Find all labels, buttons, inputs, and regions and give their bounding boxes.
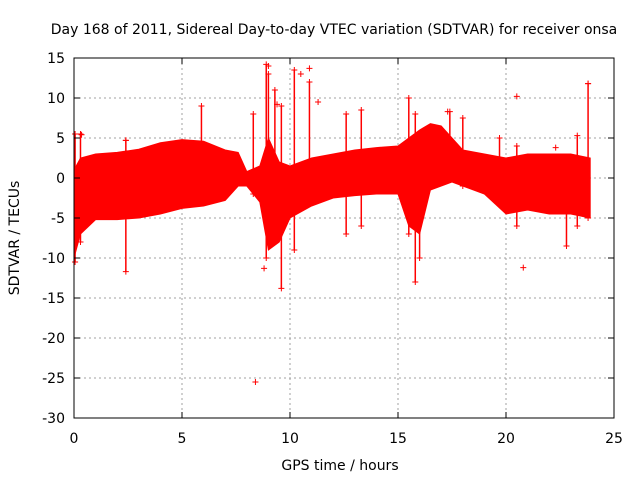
y-tick-label: -20	[42, 331, 65, 347]
grid-lines	[74, 58, 614, 418]
y-tick-label: -30	[42, 411, 65, 427]
spike-marker-low	[496, 199, 503, 205]
spike-marker-high	[496, 135, 503, 141]
y-tick-label: 15	[47, 51, 65, 67]
y-tick-label: 0	[56, 171, 65, 187]
spike-marker-high	[278, 103, 285, 109]
spike-marker-high	[72, 131, 79, 137]
spike-marker-low	[446, 175, 453, 181]
outlier-point	[306, 65, 313, 72]
outlier-point	[520, 264, 527, 271]
x-tick-label: 0	[70, 431, 79, 447]
spike-marker-high	[358, 107, 365, 113]
spike-marker-low	[265, 223, 272, 229]
outlier-point	[261, 265, 268, 272]
chart-title: Day 168 of 2011, Sidereal Day-to-day VTE…	[51, 22, 618, 38]
spike-marker-low	[263, 255, 270, 261]
outlier-point	[444, 108, 451, 115]
spike-marker-high	[412, 111, 419, 117]
x-tick-label: 10	[281, 431, 299, 447]
outlier-point	[297, 71, 304, 77]
spike-marker-high	[250, 111, 257, 117]
spike-marker-high	[343, 111, 350, 117]
spike-marker-low	[271, 215, 278, 221]
axis-ticks: 0 5 10 15 20 25 15 10 5 0 -5 -10 -15 -20 -25 -30	[42, 51, 623, 447]
spike-marker-low	[278, 285, 285, 292]
y-tick-label: -15	[42, 291, 65, 307]
spike-marker-low	[416, 255, 423, 261]
y-tick-label: 10	[47, 91, 65, 107]
y-tick-label: 5	[56, 131, 65, 147]
y-tick-label: -25	[42, 371, 65, 387]
x-tick-label: 5	[178, 431, 187, 447]
spike-marker-high	[416, 139, 423, 145]
outlier-point	[315, 99, 322, 105]
spike-marker-high	[405, 95, 412, 101]
outlier-point	[513, 93, 520, 100]
spike-marker-high	[291, 67, 298, 73]
spike-marker-low	[250, 191, 257, 197]
spike-marker-high	[198, 103, 205, 109]
outlier-point	[265, 63, 272, 69]
spike-marker-high	[271, 87, 278, 93]
spike-marker-low	[459, 183, 466, 189]
outlier-point	[552, 144, 559, 151]
data-layer	[72, 61, 592, 385]
spike-marker-low	[405, 231, 412, 237]
outlier-point	[252, 379, 259, 385]
spike-marker-low	[122, 268, 129, 275]
spike-marker-high	[574, 132, 581, 139]
y-tick-label: -5	[51, 211, 65, 227]
spike-marker-low	[513, 223, 520, 229]
x-axis-title: GPS time / hours	[281, 458, 398, 474]
spike-marker-high	[306, 79, 313, 85]
spike-marker-low	[72, 259, 79, 265]
spike-marker-low	[574, 223, 581, 229]
spike-marker-high	[513, 143, 520, 149]
spike-marker-low	[77, 239, 84, 245]
spike-marker-high	[563, 159, 570, 165]
outlier-point	[585, 80, 592, 87]
spike-marker-high	[459, 115, 466, 121]
x-tick-label: 20	[497, 431, 515, 447]
outlier-point	[122, 137, 129, 144]
spike-marker-low	[291, 247, 298, 253]
plot-frame	[73, 57, 615, 419]
spike-marker-low	[306, 199, 313, 205]
spike-marker-low	[343, 231, 350, 237]
spike-marker-low	[412, 279, 419, 285]
x-tick-label: 25	[605, 431, 623, 447]
spike-marker-low	[358, 223, 365, 229]
spike-marker-low	[585, 215, 592, 221]
spike-marker-high	[77, 131, 84, 137]
x-tick-label: 15	[389, 431, 407, 447]
y-tick-label: -10	[42, 251, 65, 267]
spike-marker-low	[563, 243, 570, 249]
y-axis-title: SDTVAR / TECUs	[7, 181, 23, 296]
outlier-point	[274, 101, 281, 108]
sdtvar-band	[73, 123, 591, 259]
spike-marker-high	[265, 71, 272, 77]
outlier-point	[78, 131, 85, 138]
spike-marker-low	[198, 159, 205, 165]
